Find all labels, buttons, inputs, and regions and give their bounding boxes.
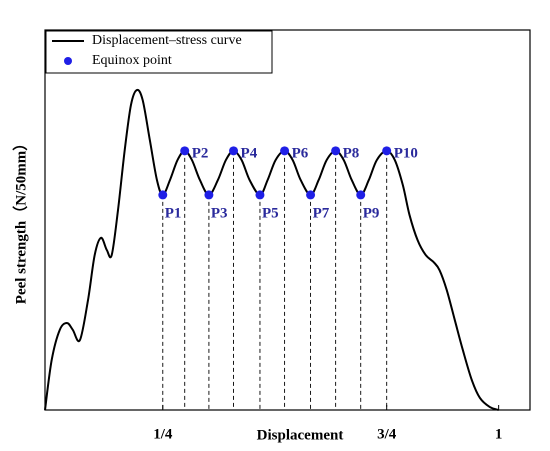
equinox-point — [331, 146, 341, 156]
point-label: P5 — [262, 205, 279, 221]
equinox-point — [356, 190, 366, 200]
equinox-point — [280, 146, 290, 156]
point-label: P7 — [313, 205, 330, 221]
point-label: P1 — [165, 205, 182, 221]
legend-label: Displacement–stress curve — [92, 33, 242, 48]
point-label: P4 — [241, 145, 258, 161]
x-tick-label: 1 — [495, 426, 503, 442]
equinox-point — [306, 190, 316, 200]
y-axis-label: Peel strength（N/50mm） — [11, 136, 29, 304]
equinox-point — [204, 190, 214, 200]
equinox-point — [382, 146, 392, 156]
point-label: P10 — [394, 145, 418, 161]
equinox-point — [255, 190, 265, 200]
x-tick-label: 1/4 — [153, 426, 173, 442]
legend-label: Equinox point — [92, 53, 172, 68]
legend-marker — [64, 57, 72, 65]
point-label: P3 — [211, 205, 228, 221]
point-label: P8 — [343, 145, 360, 161]
point-label: P6 — [292, 145, 309, 161]
legend-box — [45, 30, 273, 74]
x-axis-label: Displacement — [257, 427, 344, 443]
point-label: P2 — [192, 145, 209, 161]
equinox-point — [229, 146, 239, 156]
curve — [44, 88, 499, 411]
plot-frame — [44, 29, 531, 411]
equinox-point — [180, 146, 190, 156]
equinox-point — [158, 190, 168, 200]
x-tick-label: 3/4 — [377, 426, 397, 442]
point-label: P9 — [363, 205, 380, 221]
